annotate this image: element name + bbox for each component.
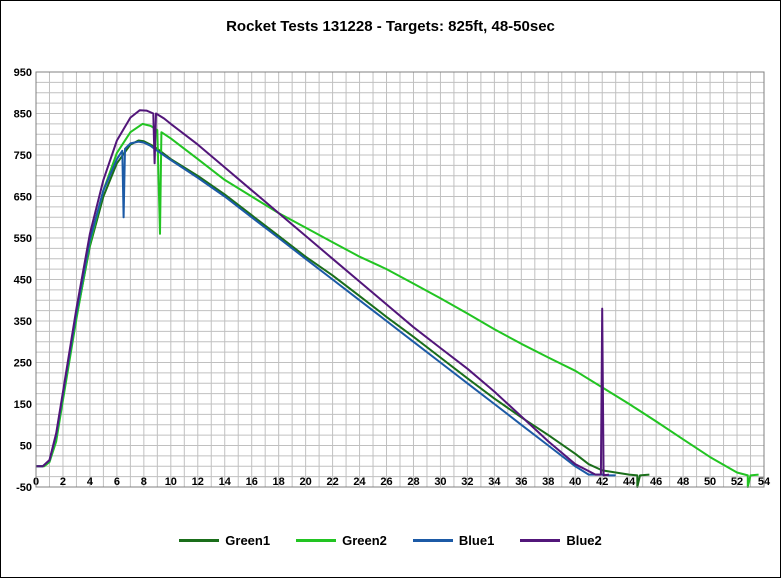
x-tick-label: 36	[515, 476, 527, 488]
x-tick-label: 8	[141, 476, 147, 488]
x-tick-label: 46	[650, 476, 662, 488]
x-tick-label: 24	[353, 476, 366, 488]
legend-item-green1: Green1	[179, 533, 270, 548]
x-tick-label: 32	[461, 476, 473, 488]
x-tick-label: 52	[731, 476, 743, 488]
plot-border	[35, 71, 765, 488]
x-tick-label: 6	[114, 476, 120, 488]
gridlines	[35, 71, 765, 488]
legend-swatch	[179, 539, 220, 542]
legend-item-blue1: Blue1	[412, 533, 495, 548]
x-tick-label: 48	[677, 476, 689, 488]
y-axis-ticks: -50 50 150 250 350 450 550 650 750 850 950	[14, 67, 32, 494]
x-tick-label: 42	[596, 476, 608, 488]
y-tick-label: 50	[20, 441, 32, 453]
y-tick-label: 350	[14, 316, 32, 328]
legend-swatch	[412, 539, 453, 542]
y-tick-label: -50	[16, 482, 32, 494]
x-tick-label: 50	[704, 476, 716, 488]
x-tick-label: 40	[569, 476, 581, 488]
legend: Green1 Green2 Blue1 Blue2	[0, 533, 781, 548]
y-tick-label: 150	[14, 399, 32, 411]
x-tick-label: 14	[219, 476, 232, 488]
x-tick-label: 34	[488, 476, 501, 488]
y-tick-label: 750	[14, 150, 32, 162]
x-tick-label: 16	[246, 476, 258, 488]
legend-swatch	[520, 539, 561, 542]
legend-label: Blue2	[566, 533, 602, 548]
x-tick-label: 12	[192, 476, 204, 488]
y-tick-label: 250	[14, 358, 32, 370]
x-tick-label: 30	[434, 476, 446, 488]
x-tick-label: 38	[542, 476, 554, 488]
legend-item-blue2: Blue2	[520, 533, 602, 548]
x-tick-label: 2	[60, 476, 66, 488]
y-tick-label: 450	[14, 275, 32, 287]
chart-title: Rocket Tests 131228 - Targets: 825ft, 48…	[226, 18, 555, 35]
legend-label: Blue1	[458, 533, 495, 548]
x-tick-label: 20	[300, 476, 312, 488]
series-line-blue2	[36, 109, 610, 477]
legend-item-green2: Green2	[296, 533, 387, 548]
series-line-blue1	[36, 140, 616, 477]
x-tick-label: 26	[380, 476, 392, 488]
x-tick-label: 28	[407, 476, 419, 488]
legend-label: Green1	[225, 533, 271, 548]
x-tick-label: 22	[326, 476, 338, 488]
x-tick-label: 18	[273, 476, 285, 488]
legend-swatch	[296, 539, 337, 542]
y-tick-label: 550	[14, 233, 32, 245]
y-tick-label: 650	[14, 192, 32, 204]
x-tick-label: 4	[87, 476, 94, 488]
legend-label: Green2	[342, 533, 387, 548]
x-tick-label: 44	[623, 476, 636, 488]
y-tick-label: 850	[14, 109, 32, 121]
y-tick-label: 950	[14, 67, 32, 79]
series-lines	[36, 109, 759, 488]
x-tick-label: 10	[165, 476, 177, 488]
